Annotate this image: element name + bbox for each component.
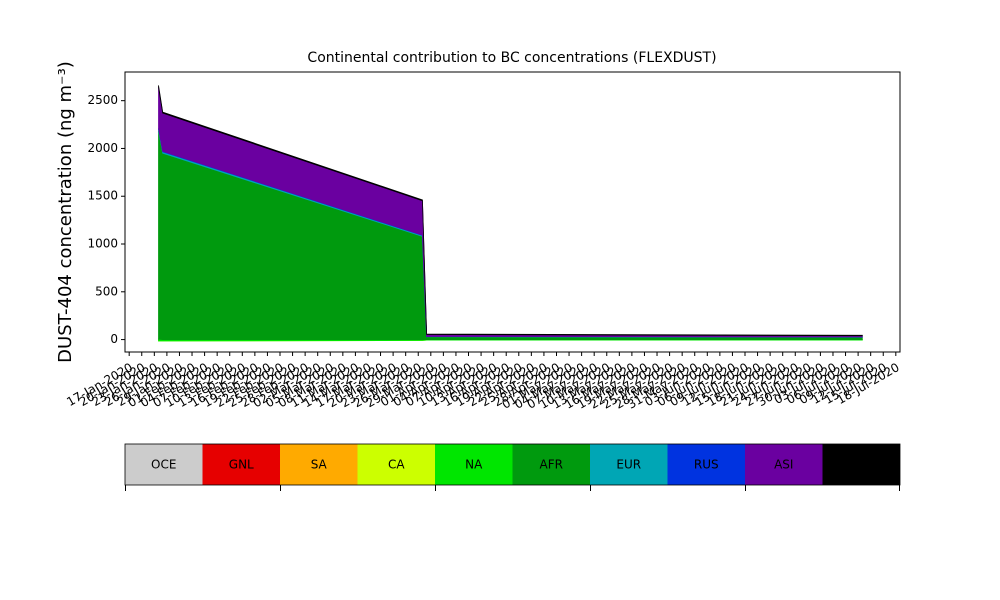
legend-swatch [280,444,358,485]
legend-swatch [202,444,280,485]
y-axis-label: DUST-404 concentration (ng m⁻³) [55,61,76,363]
area [158,85,863,337]
legend-ticks [125,485,900,491]
legend-swatch [512,444,590,485]
legend-label: RUS [694,458,719,472]
legend-label: ASI [774,458,793,472]
legend-label: NA [465,458,483,472]
axes-frame [124,71,901,353]
y-tick-label: 1500 [87,189,118,203]
y-tick-label: 1000 [87,237,118,251]
y-tick-label: 0 [110,332,118,346]
legend-label: AUS [849,458,874,472]
legend-label: AFR [540,458,563,472]
legend-label: CA [388,458,405,472]
y-tick-label: 2000 [87,141,118,155]
legend-swatch [822,444,900,485]
legend-frame [124,443,901,486]
legend-swatch [590,444,668,485]
legend-swatch [125,444,203,485]
legend-swatch [745,444,823,485]
legend-label: GNL [229,458,254,472]
legend-swatch [667,444,745,485]
y-tick-label: 500 [95,284,118,298]
y-tick-label: 2500 [87,93,118,107]
legend-swatch [435,444,513,485]
legend-label: OCE [151,458,176,472]
chart-title: Continental contribution to BC concentra… [307,50,716,66]
legend-label: EUR [616,458,641,472]
legend-swatch [357,444,435,485]
legend-label: SA [311,458,328,472]
